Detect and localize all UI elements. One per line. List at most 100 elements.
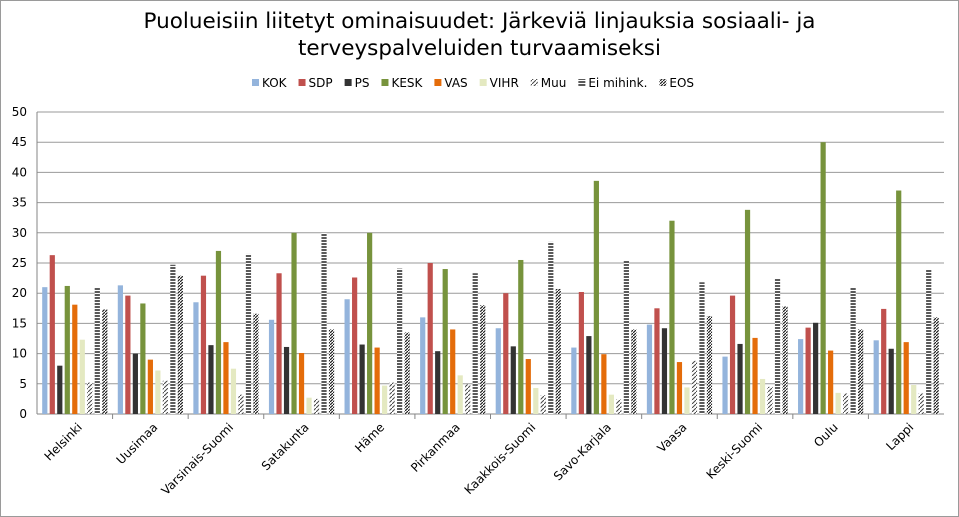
x-category-label: Pirkanmaa xyxy=(408,420,463,475)
bar-muu-oulu xyxy=(843,393,849,414)
bar-kok-satakunta xyxy=(268,319,275,414)
bar-kok-helsinki xyxy=(42,287,48,414)
bar-ps-varsinais-suomi xyxy=(208,345,214,414)
bar-ps-keski-suomi xyxy=(737,343,743,414)
chart-title-line-1: Puolueisiin liitetyt ominaisuudet: Järke… xyxy=(143,9,816,34)
bar-muu-vaasa xyxy=(691,360,698,414)
bar-eos-savo-karjala xyxy=(631,329,637,414)
bar-sdp-oulu xyxy=(805,327,811,414)
bar-vas-keski-suomi xyxy=(752,337,758,414)
bar-ei-mihink-oulu xyxy=(850,287,856,414)
x-category-label: Satakunta xyxy=(259,420,312,473)
bar-kok-lappi xyxy=(873,340,879,414)
bar-eos-varsinais-suomi xyxy=(253,313,259,414)
bar-ps-savo-karjala xyxy=(586,336,592,414)
bar-muu-helsinki xyxy=(87,382,93,414)
bar-kesk-keski-suomi xyxy=(744,209,751,414)
bar-ps-oulu xyxy=(813,322,819,414)
bar-eos-uusimaa xyxy=(177,275,183,414)
bar-kesk-kaakkois-suomi xyxy=(518,259,524,414)
bar-muu-savo-karjala xyxy=(616,399,622,414)
bar-vihr-lappi xyxy=(911,385,917,414)
y-tick-label: 15 xyxy=(12,316,27,330)
x-category-label: Keski-Suomi xyxy=(704,420,766,482)
bar-eos-satakunta xyxy=(328,329,335,414)
bar-ps-lappi xyxy=(888,348,894,414)
x-category-label: Vaasa xyxy=(655,420,690,455)
x-category-label: Kaakkois-Suomi xyxy=(462,420,539,497)
bar-muu-kaakkois-suomi xyxy=(540,395,546,414)
bar-vas-savo-karjala xyxy=(601,354,607,414)
x-category-label: Oulu xyxy=(811,420,841,450)
legend-swatch xyxy=(578,79,586,86)
bar-vas-kaakkois-suomi xyxy=(525,359,531,414)
bar-ps-uusimaa xyxy=(132,353,138,414)
legend-swatch xyxy=(252,79,259,86)
bar-sdp-kaakkois-suomi xyxy=(503,293,509,414)
bar-kesk-satakunta xyxy=(291,232,297,414)
bar-vas-uusimaa xyxy=(147,359,153,414)
bar-kok-vaasa xyxy=(646,324,653,414)
bar-vihr-helsinki xyxy=(79,339,85,414)
legend-label: VAS xyxy=(444,76,467,90)
bar-kesk-häme xyxy=(367,232,373,414)
bar-ei-mihink-helsinki xyxy=(94,287,100,414)
legend-label: KOK xyxy=(262,76,288,90)
bar-vas-satakunta xyxy=(298,352,305,414)
bar-ps-vaasa xyxy=(661,328,668,414)
chart-title: Puolueisiin liitetyt ominaisuudet: Järke… xyxy=(0,8,959,62)
bar-ei-mihink-keski-suomi xyxy=(774,278,781,414)
bar-kesk-helsinki xyxy=(64,285,70,414)
chart-title-line-2: terveyspalveluiden turvaamiseksi xyxy=(298,36,661,61)
bar-kok-häme xyxy=(344,299,350,414)
bar-kesk-varsinais-suomi xyxy=(215,250,222,414)
bar-sdp-lappi xyxy=(881,308,887,414)
bar-kok-uusimaa xyxy=(117,285,123,414)
bar-eos-lappi xyxy=(933,317,939,414)
x-category-label: Lappi xyxy=(883,420,916,453)
bar-vihr-uusimaa xyxy=(155,370,161,414)
bar-vihr-savo-karjala xyxy=(608,394,614,414)
bar-sdp-varsinais-suomi xyxy=(200,275,207,414)
bar-vihr-pirkanmaa xyxy=(457,375,463,414)
bar-kesk-savo-karjala xyxy=(593,180,599,414)
bar-sdp-satakunta xyxy=(276,273,282,414)
bar-eos-oulu xyxy=(858,329,864,414)
legend-label: KESK xyxy=(391,76,423,90)
bar-ps-kaakkois-suomi xyxy=(510,346,516,414)
bar-sdp-pirkanmaa xyxy=(427,263,433,414)
bar-muu-lappi xyxy=(918,393,924,414)
bar-ei-mihink-satakunta xyxy=(321,232,327,414)
x-category-label: Helsinki xyxy=(42,420,85,463)
bar-ps-satakunta xyxy=(283,346,290,414)
bar-muu-häme xyxy=(389,382,395,414)
bar-ei-mihink-pirkanmaa xyxy=(472,273,478,414)
bar-vas-häme xyxy=(374,347,380,414)
bar-sdp-vaasa xyxy=(654,308,660,414)
bar-vihr-keski-suomi xyxy=(759,378,766,414)
bar-sdp-uusimaa xyxy=(125,295,131,414)
legend-swatch xyxy=(298,79,306,86)
bar-vihr-varsinais-suomi xyxy=(230,368,237,414)
bar-ei-mihink-varsinais-suomi xyxy=(245,253,252,414)
bar-vas-varsinais-suomi xyxy=(223,342,229,414)
bar-vihr-kaakkois-suomi xyxy=(533,388,539,414)
bar-eos-häme xyxy=(404,332,410,414)
bar-vihr-häme xyxy=(382,385,388,414)
bar-kesk-vaasa xyxy=(669,220,675,414)
y-tick-label: 30 xyxy=(12,226,27,240)
bar-ps-helsinki xyxy=(57,365,63,414)
legend-label: VIHR xyxy=(490,76,519,90)
y-tick-label: 45 xyxy=(12,135,27,149)
legend-swatch xyxy=(659,79,667,86)
bar-vas-helsinki xyxy=(72,304,78,414)
bar-vas-vaasa xyxy=(676,362,683,414)
bar-vihr-oulu xyxy=(835,392,841,414)
bar-kok-varsinais-suomi xyxy=(193,302,199,414)
bar-kesk-oulu xyxy=(820,142,826,414)
y-tick-label: 40 xyxy=(12,165,27,179)
bar-kesk-pirkanmaa xyxy=(442,269,448,414)
y-tick-label: 25 xyxy=(12,256,27,270)
